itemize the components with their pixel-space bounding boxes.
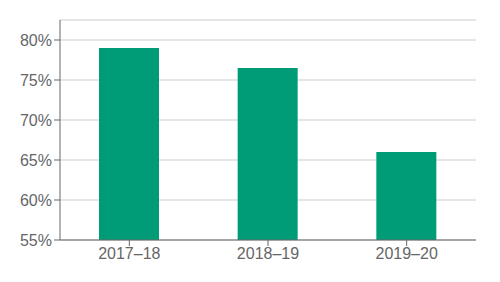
svg-text:65%: 65% xyxy=(20,152,52,169)
svg-text:2017–18: 2017–18 xyxy=(98,245,160,262)
svg-text:60%: 60% xyxy=(20,192,52,209)
svg-text:70%: 70% xyxy=(20,112,52,129)
svg-text:75%: 75% xyxy=(20,72,52,89)
svg-text:55%: 55% xyxy=(20,232,52,249)
svg-text:2019–20: 2019–20 xyxy=(376,245,438,262)
svg-text:80%: 80% xyxy=(20,32,52,49)
svg-text:2018–19: 2018–19 xyxy=(237,245,299,262)
